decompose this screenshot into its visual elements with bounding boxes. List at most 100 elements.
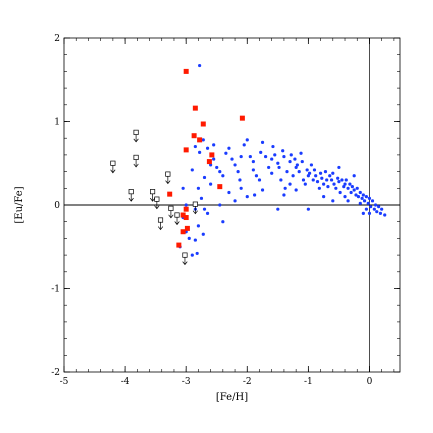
red-square-point: [180, 229, 186, 235]
red-square-point: [183, 68, 189, 74]
upper-limit-marker: [182, 252, 188, 266]
blue-data-point: [271, 144, 275, 149]
blue-data-point: [309, 163, 314, 167]
blue-data-point: [367, 196, 372, 200]
y-tick-label: 2: [54, 34, 60, 44]
red-square-point: [176, 242, 182, 248]
blue-data-point: [354, 193, 358, 197]
blue-data-point: [294, 188, 298, 192]
blue-data-point: [291, 174, 295, 178]
blue-data-point: [196, 186, 200, 190]
blue-data-point: [307, 171, 312, 175]
blue-data-point: [344, 178, 348, 182]
blue-data-point: [251, 168, 255, 172]
blue-data-point: [245, 138, 249, 142]
upper-limit-marker: [157, 217, 164, 231]
blue-data-point: [343, 195, 347, 199]
y-tick-label: -1: [51, 285, 60, 295]
blue-data-point: [270, 171, 274, 175]
blue-data-point: [198, 63, 202, 68]
blue-data-point: [322, 195, 326, 199]
blue-data-point: [277, 165, 281, 170]
axis-tick-labels: -5 -4 -3 -2 -1 0 -2 -1 0 1 2: [51, 34, 372, 387]
blue-data-point: [378, 211, 383, 215]
blue-data-point: [314, 174, 318, 178]
blue-data-point: [301, 178, 306, 182]
blue-data-point: [346, 186, 350, 190]
blue-data-point: [289, 153, 293, 157]
red-square-point: [206, 159, 212, 165]
blue-data-point: [279, 178, 283, 182]
blue-data-point: [322, 182, 326, 186]
blue-data-point: [364, 195, 368, 199]
blue-data-point: [282, 154, 286, 159]
blue-data-point: [288, 159, 292, 164]
blue-data-point: [326, 185, 330, 189]
blue-data-point: [248, 154, 252, 159]
blue-data-point: [193, 144, 197, 149]
red-square-point: [180, 212, 186, 218]
blue-data-point: [239, 154, 243, 159]
x-axis-label: [Fe/H]: [216, 392, 248, 403]
upper-limit-marker: [128, 189, 134, 202]
blue-data-point: [282, 193, 286, 197]
blue-data-point: [303, 182, 307, 186]
red-square-point: [217, 184, 223, 190]
blue-data-point: [311, 178, 315, 182]
blue-data-point: [201, 138, 205, 142]
blue-data-point: [233, 199, 237, 203]
upper-limit-marker: [165, 171, 171, 185]
y-tick-label: 0: [54, 201, 60, 211]
blue-data-point: [352, 188, 356, 192]
blue-data-point: [373, 203, 378, 207]
blue-data-point: [281, 149, 285, 153]
blue-data-point: [276, 161, 280, 165]
blue-data-point: [356, 195, 361, 199]
red-square-point: [239, 115, 245, 121]
blue-data-point: [245, 195, 249, 199]
blue-data-point: [283, 186, 287, 190]
blue-data-point: [349, 190, 353, 195]
blue-data-point: [383, 213, 387, 217]
blue-data-point: [343, 182, 347, 186]
blue-data-point: [315, 180, 320, 184]
red-square-point: [183, 215, 189, 221]
blue-data-point: [264, 154, 268, 159]
blue-data-point: [202, 207, 207, 211]
blue-data-point: [236, 170, 240, 174]
blue-data-point: [196, 224, 200, 228]
blue-data-point: [299, 151, 303, 155]
blue-data-point: [202, 175, 207, 180]
blue-data-point: [294, 165, 298, 170]
blue-data-point: [367, 211, 372, 215]
blue-data-point: [317, 186, 321, 190]
x-tick-label: -2: [243, 377, 252, 387]
upper-limit-marker: [192, 201, 198, 215]
blue-data-point: [205, 211, 210, 215]
blue-data-point: [305, 168, 309, 172]
blue-data-point: [190, 253, 194, 257]
x-tick-label: 0: [367, 377, 373, 387]
blue-data-point: [254, 174, 259, 178]
blue-data-point: [323, 170, 328, 174]
x-tick-label: -5: [60, 377, 69, 387]
blue-data-point: [352, 174, 356, 178]
blue-data-point: [338, 190, 342, 195]
blue-data-point: [218, 170, 222, 174]
blue-data-point: [300, 159, 304, 164]
blue-data-point: [187, 236, 191, 240]
upper-limit-marker: [133, 129, 139, 143]
blue-data-point: [336, 176, 340, 180]
blue-data-point: [205, 146, 210, 150]
upper-limit-marker: [154, 196, 160, 210]
blue-data-point: [198, 150, 202, 154]
blue-data-point: [201, 232, 205, 236]
red-square-point: [200, 121, 206, 127]
blue-data-point: [306, 207, 310, 211]
red-square-point: [184, 225, 190, 231]
blue-data-point: [209, 182, 213, 186]
x-tick-label: -3: [182, 377, 191, 387]
blue-data-point: [375, 210, 379, 214]
blue-data-point: [342, 185, 346, 189]
